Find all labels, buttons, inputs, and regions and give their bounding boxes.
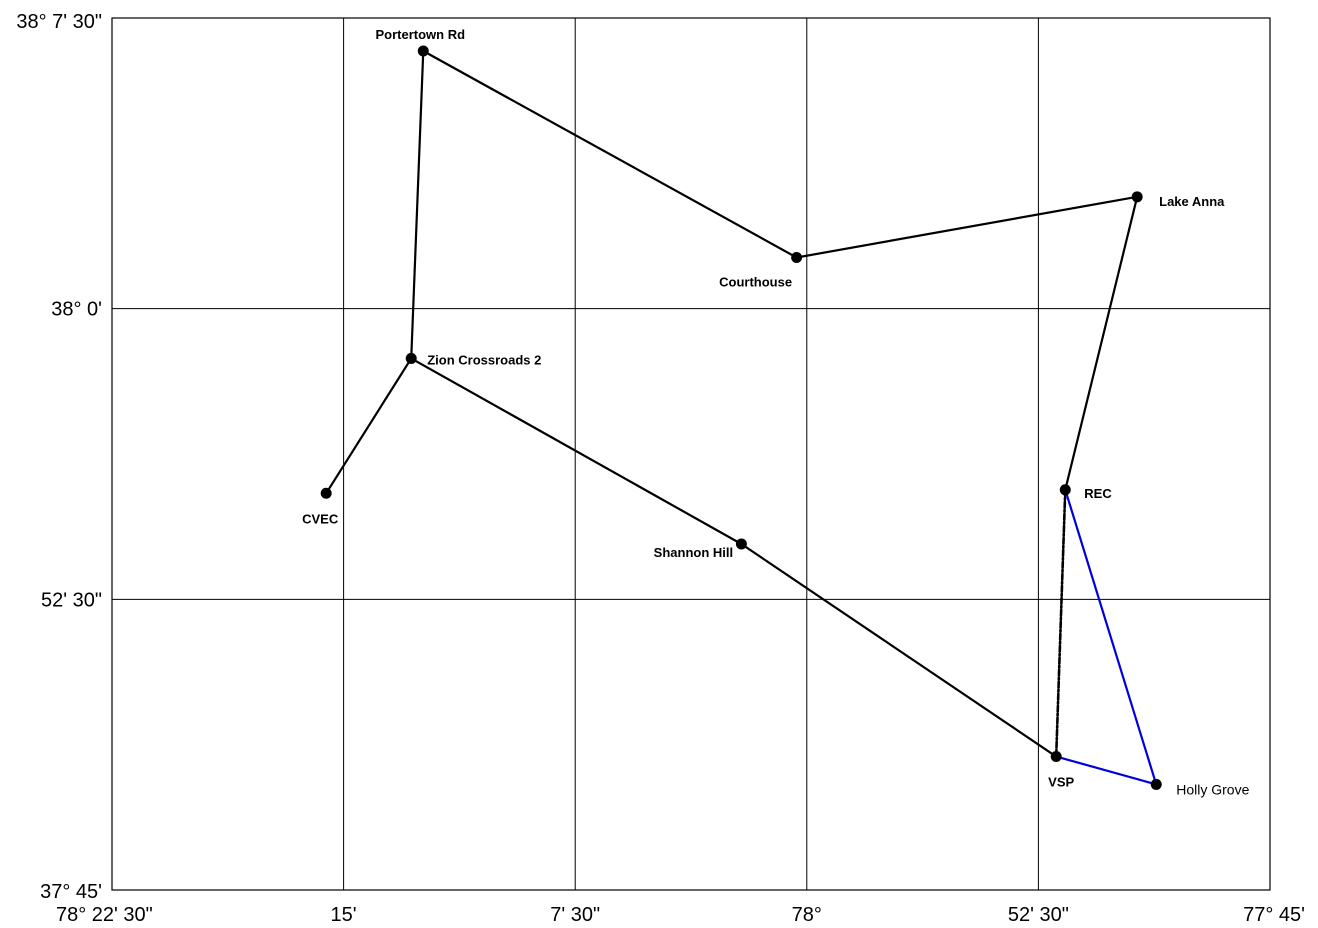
node-label-cvec: CVEC: [302, 511, 339, 526]
line-portertown-courthouse: [422, 49, 798, 259]
node-label-portertown: Portertown Rd: [375, 27, 465, 42]
longitude-tick-label: 15': [331, 904, 357, 926]
substation-nodes: [320, 45, 1162, 790]
map-grid: [111, 17, 1271, 891]
substation-labels: Portertown Rd Courthouse Lake Anna Zion Cro…: [302, 27, 1249, 797]
latitude-tick-label: 52' 30": [41, 589, 102, 611]
node-portertown: [417, 45, 429, 57]
node-cvec: [320, 487, 332, 499]
longitude-tick-label: 52' 30": [1008, 904, 1069, 926]
line-lakeanna-rec: [1064, 195, 1139, 491]
line-zion-cvec: [325, 357, 413, 495]
line-vsp-hollygrove: [1055, 755, 1158, 786]
longitude-tick-label: 78° 22' 30": [56, 904, 153, 926]
longitude-tick-label: 78°: [792, 904, 822, 926]
node-label-courthouse: Courthouse: [719, 275, 792, 290]
node-rec: [1059, 484, 1071, 496]
node-courthouse: [791, 252, 803, 264]
node-hollygrove: [1150, 778, 1162, 790]
transmission-lines: [325, 49, 1158, 786]
node-lakeanna: [1131, 191, 1143, 203]
node-label-vsp: VSP: [1048, 775, 1074, 790]
longitude-tick-label: 7' 30": [550, 904, 600, 926]
line-zion-shannon: [410, 357, 743, 546]
node-vsp: [1050, 751, 1062, 763]
longitude-tick-label: 77° 45': [1243, 904, 1305, 926]
line-rec-hollygrove: [1064, 488, 1158, 786]
node-label-zion: Zion Crossroads 2: [427, 352, 541, 367]
line-shannon-vsp: [740, 542, 1058, 758]
node-zion: [405, 352, 417, 364]
latitude-tick-label: 38° 7' 30": [16, 11, 102, 33]
line-portertown-zion: [410, 49, 425, 360]
line-courthouse-lakeanna: [795, 195, 1139, 259]
map-frame: [111, 17, 1271, 891]
latitude-tick-label: 38° 0': [51, 299, 102, 321]
node-label-lakeanna: Lake Anna: [1159, 194, 1225, 209]
node-label-shannon: Shannon Hill: [654, 545, 733, 560]
axis-tick-labels: 78° 22' 30" 15' 7' 30" 78° 52' 30" 77° 45' 38°…: [16, 11, 1305, 926]
node-label-hollygrove: Holly Grove: [1176, 781, 1249, 797]
line-rec-vsp: [1054, 488, 1067, 758]
node-label-rec: REC: [1084, 486, 1112, 501]
latitude-tick-label: 37° 45': [40, 881, 102, 903]
node-shannon: [735, 538, 747, 550]
